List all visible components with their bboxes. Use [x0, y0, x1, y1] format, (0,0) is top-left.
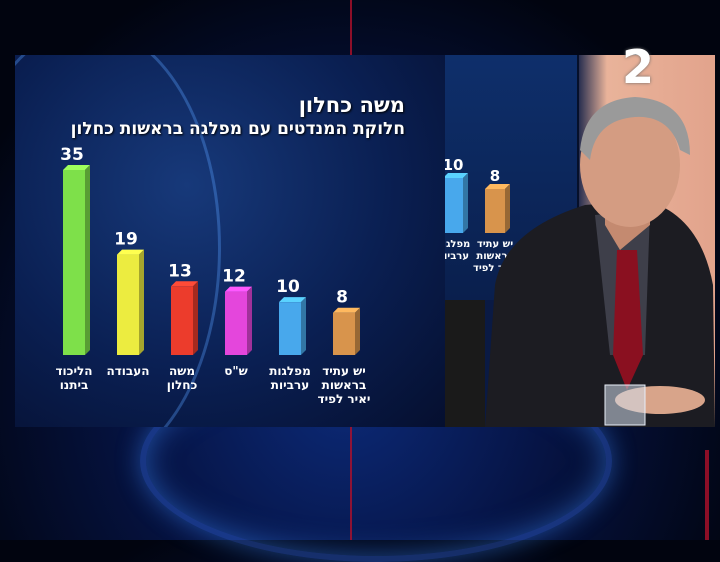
bar-value-label: 8	[336, 288, 348, 308]
panel-glow	[15, 55, 221, 427]
bar-value-label: 35	[60, 145, 84, 165]
chart-panel: משה כחלון חלוקת המנדטים עם מפלגה בראשות …	[15, 55, 445, 427]
category-label: מפלגות	[269, 364, 311, 378]
bar-value-label: 10	[276, 277, 300, 297]
studio-guest	[445, 97, 715, 427]
category-label: בראשות	[322, 378, 367, 392]
inset-bar-1	[485, 184, 510, 233]
bar-value-label: 19	[114, 230, 138, 250]
tie	[613, 250, 643, 390]
channel-logo: 2	[621, 40, 654, 94]
bar-3	[225, 286, 252, 355]
category-label: הליכוד	[55, 364, 92, 378]
category-label: כחלון	[167, 378, 198, 392]
water-glass	[604, 384, 646, 426]
category-label: ש"ס	[224, 364, 248, 378]
face	[580, 103, 680, 227]
category-label: יאיר לפיד	[318, 392, 371, 406]
bar-2	[171, 281, 198, 355]
inset-bar-0	[445, 173, 468, 233]
bar-4	[279, 297, 306, 355]
category-label: משה	[169, 364, 195, 378]
studio-red-light	[705, 450, 709, 540]
category-label: ערביות	[271, 378, 309, 392]
inset-category-label: מפלגות	[445, 239, 470, 250]
chart-subtitle: חלוקת המנדטים עם מפלגה בראשות כחלון	[70, 119, 405, 139]
chair	[445, 300, 485, 427]
inset-bar-value-label: 10	[445, 156, 463, 174]
category-label: ביתנו	[60, 378, 89, 392]
suit-jacket	[485, 200, 715, 427]
inset-bar-value-label: 8	[490, 167, 500, 185]
bar-0	[63, 165, 90, 355]
inset-category-label: יש עתיד	[477, 239, 513, 250]
inset-category-label: ערביות	[445, 251, 469, 262]
inset-category-label: יאיר לפיד	[473, 263, 517, 274]
category-label: יש עתיד	[322, 364, 366, 378]
category-label: העבודה	[107, 364, 150, 378]
bar-1	[117, 249, 144, 355]
bar-value-label: 12	[222, 267, 246, 287]
chart-title: משה כחלון	[298, 93, 405, 117]
hair	[580, 97, 690, 160]
bar-value-label: 13	[168, 261, 192, 281]
inset-category-label: בראשות	[476, 251, 513, 262]
bar-5	[333, 307, 360, 355]
